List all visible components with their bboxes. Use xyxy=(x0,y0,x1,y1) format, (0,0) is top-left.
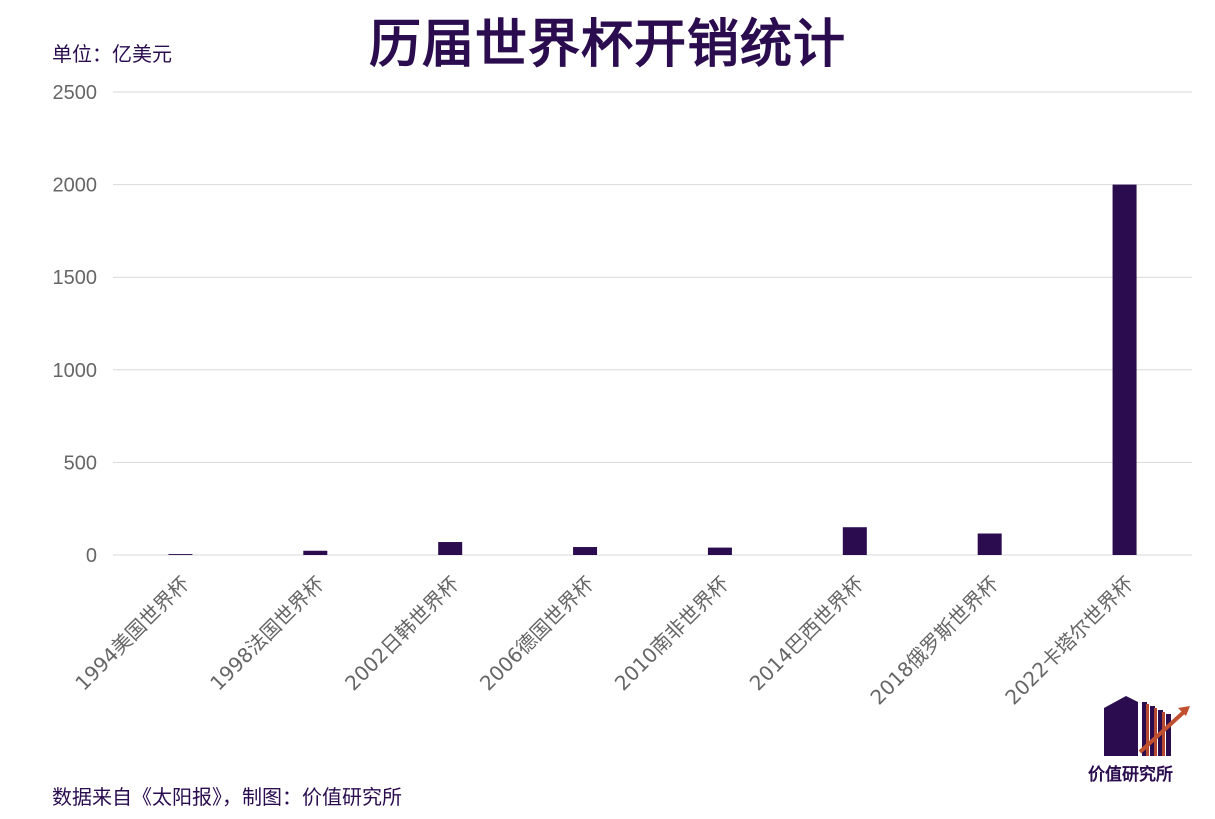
bar xyxy=(977,533,1002,555)
bar xyxy=(1112,184,1137,555)
source-note: 数据来自《太阳报》，制图：价值研究所 xyxy=(52,785,402,809)
y-tick-label: 1500 xyxy=(53,267,98,289)
unit-label: 单位：亿美元 xyxy=(52,42,172,66)
x-category-label: 2010南非世界杯 xyxy=(610,572,734,696)
bar xyxy=(573,547,598,555)
bar xyxy=(707,547,732,555)
logo-text: 价值研究所 xyxy=(1088,765,1173,785)
x-category-label: 2022卡塔尔世界杯 xyxy=(1000,572,1138,710)
y-tick-label: 2000 xyxy=(53,175,98,197)
y-tick-label: 2500 xyxy=(53,82,98,104)
y-tick-label: 500 xyxy=(64,452,97,474)
x-category-label: 2014巴西世界杯 xyxy=(745,572,869,696)
bar xyxy=(303,550,328,555)
x-category-label: 1994美国世界杯 xyxy=(70,572,194,696)
x-category-label: 2018俄罗斯世界杯 xyxy=(865,572,1003,710)
y-tick-label: 1000 xyxy=(53,360,98,382)
x-category-label: 2006德国世界杯 xyxy=(475,572,599,696)
y-tick-label: 0 xyxy=(86,545,97,567)
bar xyxy=(438,542,463,555)
chart-title: 历届世界杯开销统计 xyxy=(368,15,846,75)
x-category-label: 1998法国世界杯 xyxy=(205,572,329,696)
x-category-label: 2002日韩世界杯 xyxy=(340,572,464,696)
building-chart-icon xyxy=(1104,696,1190,756)
bar xyxy=(842,527,867,555)
bar xyxy=(168,554,193,555)
